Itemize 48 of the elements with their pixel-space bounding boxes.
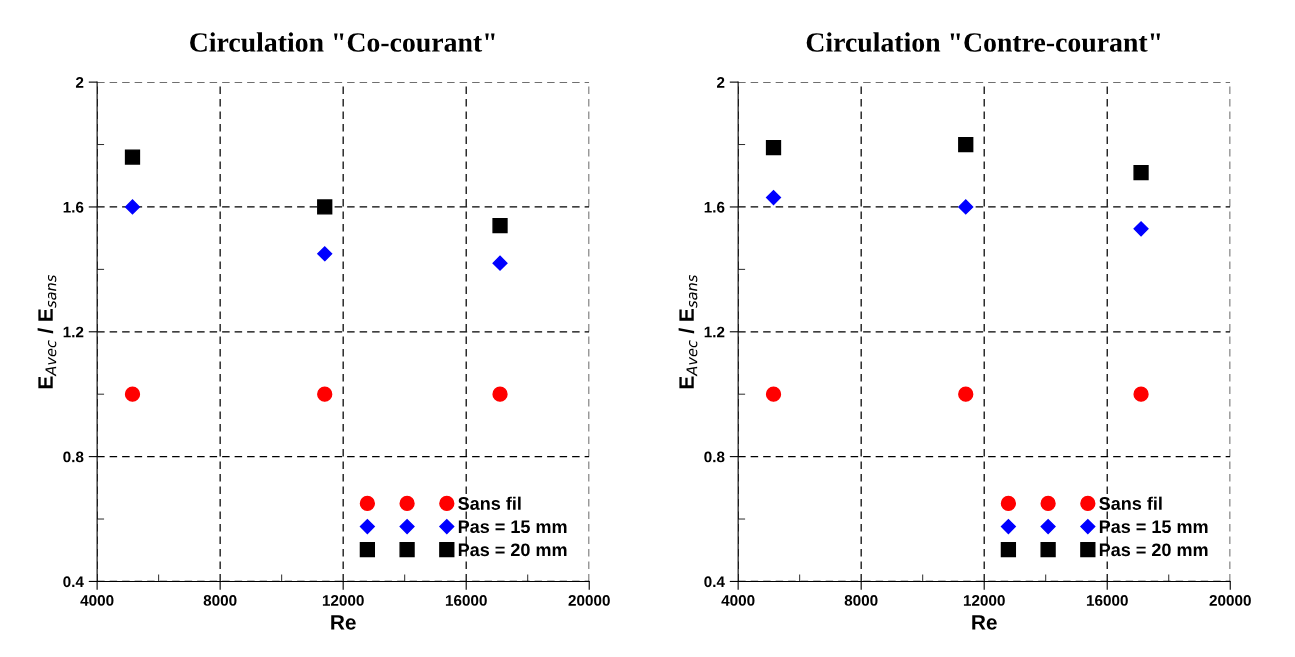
point — [124, 199, 141, 215]
point — [765, 386, 782, 402]
x-tick-label: 20000 — [1209, 595, 1251, 606]
legend-label: Pas = 20 mm — [1099, 543, 1208, 557]
x-tick-label: 16000 — [445, 595, 487, 606]
y-tick-label: 1.2 — [63, 326, 84, 338]
point — [492, 386, 508, 402]
point — [317, 246, 333, 262]
y-tick-label: 0.8 — [63, 451, 84, 463]
y-tick-label: 2 — [716, 76, 725, 88]
point — [958, 136, 974, 153]
point — [1133, 164, 1149, 181]
y-axis-title: E$_{Avec}$ / E$_{sans}$ — [37, 274, 57, 389]
y-tick-label: 0.8 — [704, 451, 725, 463]
y-tick-label: 1.2 — [704, 326, 725, 338]
x-axis-title: Re — [331, 615, 356, 630]
x-tick-label: 12000 — [963, 595, 1005, 606]
y-tick-label: 0.4 — [63, 576, 84, 588]
point — [1133, 386, 1149, 402]
x-tick-label: 20000 — [568, 595, 610, 606]
chart-title: Circulation "Co-courant" — [190, 32, 495, 52]
x-tick-label: 4000 — [721, 595, 755, 606]
y-axis-title: E$_{Avec}$ / E$_{sans}$ — [678, 274, 698, 389]
y-tick-label: 1.6 — [63, 201, 84, 213]
x-tick-label: 16000 — [1086, 595, 1128, 606]
point — [317, 199, 333, 215]
x-axis-title: Re — [972, 615, 997, 630]
x-tick-label: 8000 — [203, 595, 237, 606]
x-tick-label: 4000 — [80, 595, 114, 606]
point — [765, 140, 782, 156]
point — [492, 255, 508, 271]
point — [124, 386, 141, 402]
point — [492, 218, 508, 234]
chart-title: Circulation "Contre-courant" — [806, 32, 1161, 52]
point — [958, 199, 974, 215]
point — [765, 190, 782, 206]
legend-label: Sans fil — [1099, 496, 1162, 510]
y-tick-label: 1.6 — [704, 201, 725, 213]
x-tick-label: 8000 — [844, 595, 878, 606]
y-tick-label: 2 — [75, 76, 84, 88]
legend-label: Sans fil — [458, 496, 521, 510]
y-tick-label: 0.4 — [704, 576, 725, 588]
point — [317, 386, 333, 402]
point — [958, 386, 974, 402]
legend-label: Pas = 20 mm — [458, 543, 567, 557]
point — [1133, 221, 1149, 237]
x-tick-label: 12000 — [322, 595, 364, 606]
point — [124, 149, 141, 165]
